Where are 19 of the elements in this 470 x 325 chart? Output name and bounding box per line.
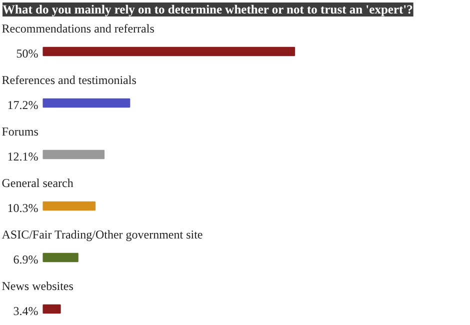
bar [42, 46, 296, 56]
bar [42, 201, 96, 211]
chart-title: What do you mainly rely on to determine whether or not to trust an 'expert'? [2, 2, 413, 16]
data-label: 17.2% [7, 98, 38, 112]
bar [42, 304, 61, 314]
y-tick-label: General search [2, 176, 74, 190]
bar [42, 98, 130, 108]
data-label: 12.1% [7, 150, 38, 164]
bar [42, 252, 78, 262]
y-tick-label: ASIC/Fair Trading/Other government site [2, 228, 203, 242]
y-tick-label: References and testimonials [2, 73, 137, 88]
data-label: 6.9% [13, 252, 38, 267]
y-tick-label: News websites [2, 279, 74, 294]
y-tick-label: Recommendations and referrals [2, 22, 155, 36]
data-label: 50% [16, 46, 38, 61]
data-label: 10.3% [7, 201, 38, 216]
data-label: 3.4% [13, 304, 38, 318]
bar [42, 150, 105, 160]
y-tick-label: Forums [2, 124, 39, 139]
